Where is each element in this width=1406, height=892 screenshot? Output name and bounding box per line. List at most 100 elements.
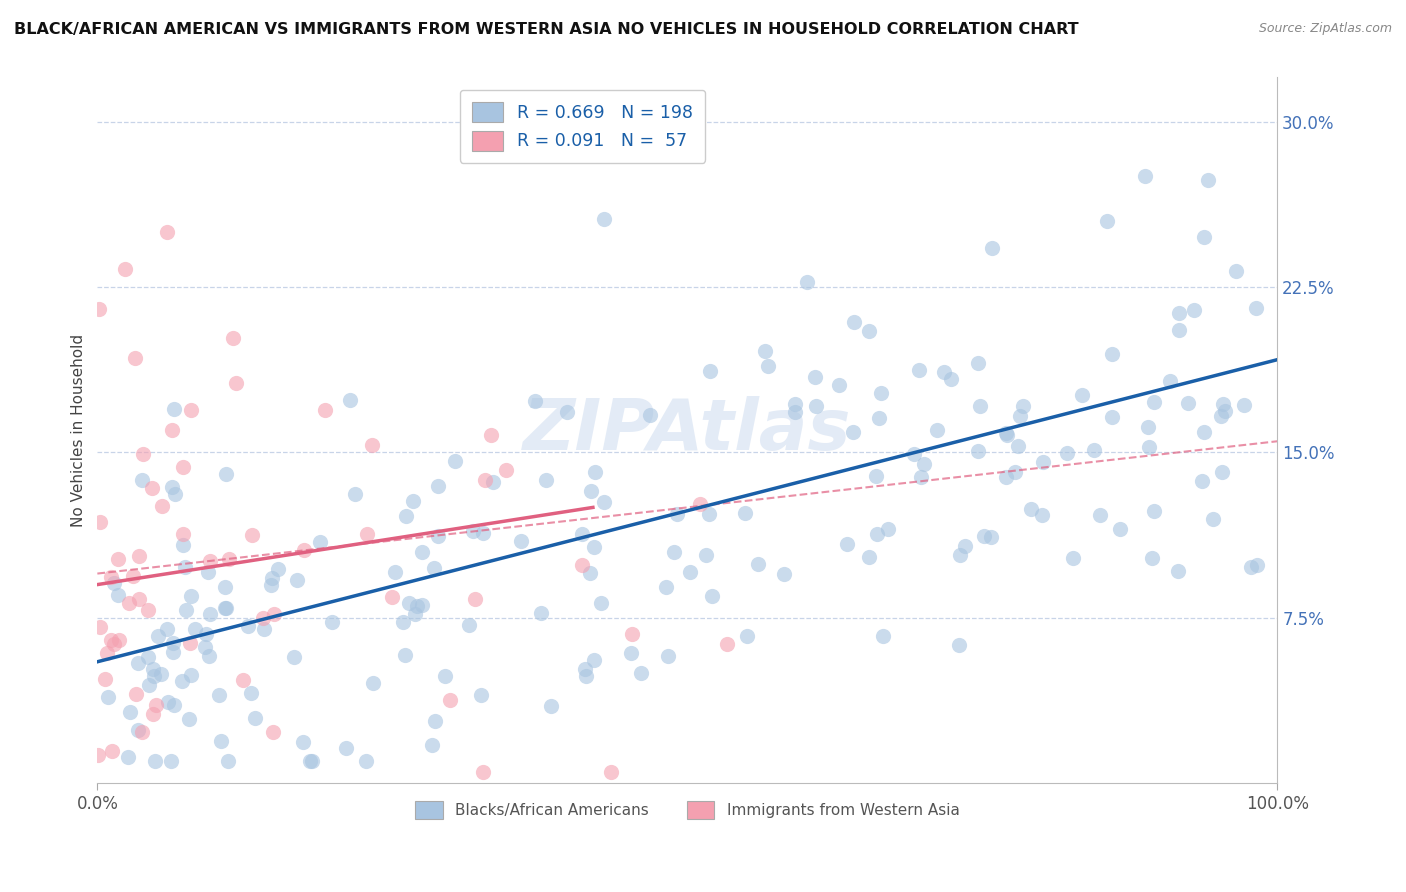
Point <box>474 473 496 487</box>
Point <box>967 444 990 458</box>
Point <box>463 524 485 539</box>
Point <box>695 548 717 562</box>
Point <box>953 539 976 553</box>
Point <box>591 596 613 610</box>
Point <box>172 674 194 689</box>
Point <box>136 602 159 616</box>
Point <box>458 618 481 632</box>
Point <box>240 527 263 541</box>
Point <box>107 588 129 602</box>
Point <box>995 425 1018 440</box>
Point <box>837 537 859 551</box>
Point <box>995 428 1018 442</box>
Point <box>344 487 367 501</box>
Point <box>1032 455 1054 469</box>
Point <box>877 522 900 536</box>
Point <box>354 754 377 768</box>
Point <box>207 689 229 703</box>
Point <box>173 559 195 574</box>
Point <box>865 469 887 483</box>
Point <box>392 615 415 629</box>
Point <box>903 447 925 461</box>
Point <box>1133 169 1156 183</box>
Point <box>1191 475 1213 489</box>
Point <box>1062 551 1084 566</box>
Point <box>156 622 179 636</box>
Point <box>294 543 316 558</box>
Point <box>657 649 679 664</box>
Point <box>214 580 236 594</box>
Point <box>146 629 169 643</box>
Point <box>841 425 863 439</box>
Point <box>150 666 173 681</box>
Point <box>872 629 894 643</box>
Point <box>581 483 603 498</box>
Point <box>994 469 1017 483</box>
Point <box>583 465 606 479</box>
Point <box>967 355 990 369</box>
Point <box>335 741 357 756</box>
Text: Source: ZipAtlas.com: Source: ZipAtlas.com <box>1258 22 1392 36</box>
Point <box>700 589 723 603</box>
Point <box>773 566 796 581</box>
Point <box>174 602 197 616</box>
Point <box>754 344 776 359</box>
Point <box>869 410 891 425</box>
Point <box>423 714 446 728</box>
Point <box>509 534 531 549</box>
Point <box>128 549 150 564</box>
Point <box>239 686 262 700</box>
Point <box>172 538 194 552</box>
Point <box>910 470 932 484</box>
Point <box>96 646 118 660</box>
Point <box>1143 503 1166 517</box>
Point <box>980 241 1002 255</box>
Point <box>411 545 433 559</box>
Point <box>844 315 866 329</box>
Point <box>138 677 160 691</box>
Point <box>180 589 202 603</box>
Point <box>145 698 167 712</box>
Point <box>103 576 125 591</box>
Point <box>87 747 110 762</box>
Point <box>1244 301 1267 315</box>
Point <box>142 706 165 721</box>
Point <box>405 599 427 613</box>
Point <box>197 565 219 579</box>
Point <box>1159 374 1181 388</box>
Point <box>260 578 283 592</box>
Point <box>1056 446 1078 460</box>
Point <box>159 754 181 768</box>
Point <box>640 409 662 423</box>
Point <box>142 669 165 683</box>
Point <box>180 403 202 417</box>
Point <box>128 592 150 607</box>
Point <box>87 301 110 316</box>
Point <box>232 673 254 687</box>
Point <box>908 363 931 377</box>
Point <box>180 668 202 682</box>
Point <box>939 371 962 385</box>
Point <box>156 695 179 709</box>
Point <box>1182 302 1205 317</box>
Point <box>1007 439 1029 453</box>
Text: ZIPAtlas: ZIPAtlas <box>523 396 852 465</box>
Point <box>571 558 593 572</box>
Point <box>828 378 851 392</box>
Point <box>1240 560 1263 574</box>
Point <box>579 566 602 581</box>
Point <box>1010 409 1032 424</box>
Point <box>593 211 616 226</box>
Point <box>118 705 141 719</box>
Point <box>209 734 232 748</box>
Point <box>1109 522 1132 536</box>
Point <box>969 400 991 414</box>
Point <box>283 650 305 665</box>
Point <box>118 595 141 609</box>
Point <box>934 365 956 379</box>
Point <box>172 526 194 541</box>
Point <box>571 527 593 541</box>
Point <box>1031 508 1053 523</box>
Point <box>163 487 186 501</box>
Point <box>1088 508 1111 523</box>
